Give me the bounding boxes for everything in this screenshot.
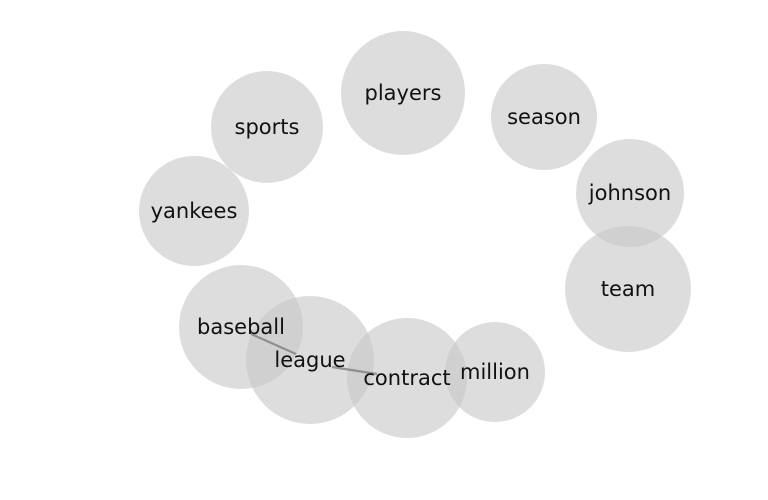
node-label-season: season — [507, 105, 581, 129]
node-circle-sports[interactable] — [211, 71, 323, 183]
node-circle-yankees[interactable] — [139, 156, 249, 266]
edge-league-contract — [331, 365, 378, 376]
node-label-contract: contract — [363, 366, 450, 390]
node-label-league: league — [274, 348, 345, 372]
node-circle-players[interactable] — [341, 31, 465, 155]
node-circle-johnson[interactable] — [576, 139, 684, 247]
node-label-yankees: yankees — [151, 199, 238, 223]
node-label-johnson: johnson — [588, 181, 671, 205]
node-label-baseball: baseball — [197, 315, 285, 339]
edges-layer — [250, 332, 378, 376]
node-label-players: players — [365, 81, 442, 105]
node-circle-million[interactable] — [445, 322, 545, 422]
node-circle-season[interactable] — [491, 64, 597, 170]
node-label-team: team — [601, 277, 655, 301]
labels-layer: players sports season yankees johnson team bas… — [151, 81, 672, 390]
node-circle-league[interactable] — [246, 296, 374, 424]
node-label-million: million — [460, 360, 530, 384]
node-circle-team[interactable] — [565, 226, 691, 352]
node-label-sports: sports — [235, 115, 300, 139]
node-circle-contract[interactable] — [347, 318, 467, 438]
edge-baseball-league — [250, 332, 297, 356]
nodes-layer — [139, 31, 691, 438]
